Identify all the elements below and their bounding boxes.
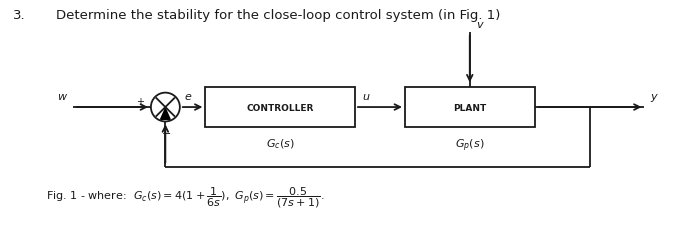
Text: $G_p(s)$: $G_p(s)$ (455, 137, 484, 154)
Text: w: w (57, 92, 66, 102)
Bar (205, 88, 355, 127)
Text: u: u (362, 92, 369, 102)
Text: −: − (162, 129, 171, 139)
Text: Determine the stability for the close-loop control system (in Fig. 1): Determine the stability for the close-lo… (55, 9, 500, 22)
Text: e: e (185, 92, 192, 102)
Text: +: + (136, 97, 144, 107)
Text: $G_c(s)$: $G_c(s)$ (266, 137, 295, 151)
Text: 3.: 3. (13, 9, 25, 22)
Bar (405, 88, 535, 127)
Text: Fig. 1 - where:  $G_c(s) = 4(1+\dfrac{1}{6s}),\ G_p(s) = \dfrac{0.5}{(7s+1)}$.: Fig. 1 - where: $G_c(s) = 4(1+\dfrac{1}{… (46, 185, 324, 209)
Text: v: v (476, 19, 482, 29)
Text: y: y (650, 92, 657, 102)
Polygon shape (160, 109, 170, 120)
Text: PLANT: PLANT (453, 103, 486, 112)
Text: CONTROLLER: CONTROLLER (246, 103, 314, 112)
